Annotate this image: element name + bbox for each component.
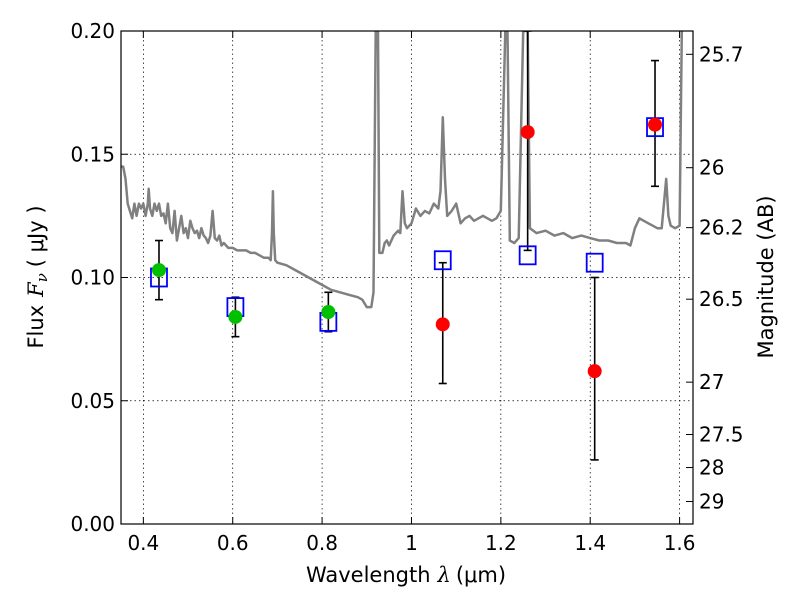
y2-tick-label: 27 <box>699 370 724 394</box>
observed-point-green <box>321 305 336 320</box>
spectrum-layer <box>121 31 684 309</box>
y2-axis-label: Magnitude (AB) <box>754 195 778 358</box>
y2-tick-label: 28 <box>699 456 724 480</box>
y-tick-label: 0.10 <box>70 266 115 290</box>
x-tick-label: 1.2 <box>485 531 517 555</box>
x-tick-label: 1.6 <box>664 531 696 555</box>
y-axis-label: FluxFν( μJy ) <box>24 205 51 348</box>
y-tick-label: 0.00 <box>70 512 115 536</box>
y2-tick-label: 29 <box>699 490 724 514</box>
x-tick-label: 0.4 <box>127 531 159 555</box>
x-tick-label: 0.6 <box>217 531 249 555</box>
y2-tick-label: 26.5 <box>699 287 744 311</box>
y-tick-label: 0.15 <box>70 142 115 166</box>
observed-point-green <box>151 263 166 278</box>
observed-point-red <box>435 317 450 332</box>
x-axis-label: Wavelength λ (μm) <box>306 563 506 587</box>
x-tick-label: 1.4 <box>574 531 606 555</box>
model-photometry-square <box>585 252 604 273</box>
observed-point-red <box>520 125 535 140</box>
model-photometry-square <box>433 250 452 271</box>
observed-point-red <box>587 364 602 379</box>
y-tick-label: 0.20 <box>70 19 115 43</box>
observed-point-red <box>648 117 663 132</box>
y2-tick-label: 26 <box>699 156 724 180</box>
ticks: 0.4 0.6 0.8 1 1.2 1.4 1.6 0.00 0.05 0.10 0.15 0.20 2… <box>70 19 743 555</box>
model-photometry-square <box>518 245 537 266</box>
x-tick-label: 0.8 <box>306 531 338 555</box>
model-spectrum-line <box>121 31 684 309</box>
observed-point-green <box>228 309 243 324</box>
x-tick-label: 1 <box>405 531 418 555</box>
y2-tick-label: 27.5 <box>699 423 744 447</box>
y2-tick-label: 26.2 <box>699 216 744 240</box>
y2-tick-label: 25.7 <box>699 42 744 66</box>
y-tick-label: 0.05 <box>70 389 115 413</box>
observed-layer <box>151 117 663 379</box>
